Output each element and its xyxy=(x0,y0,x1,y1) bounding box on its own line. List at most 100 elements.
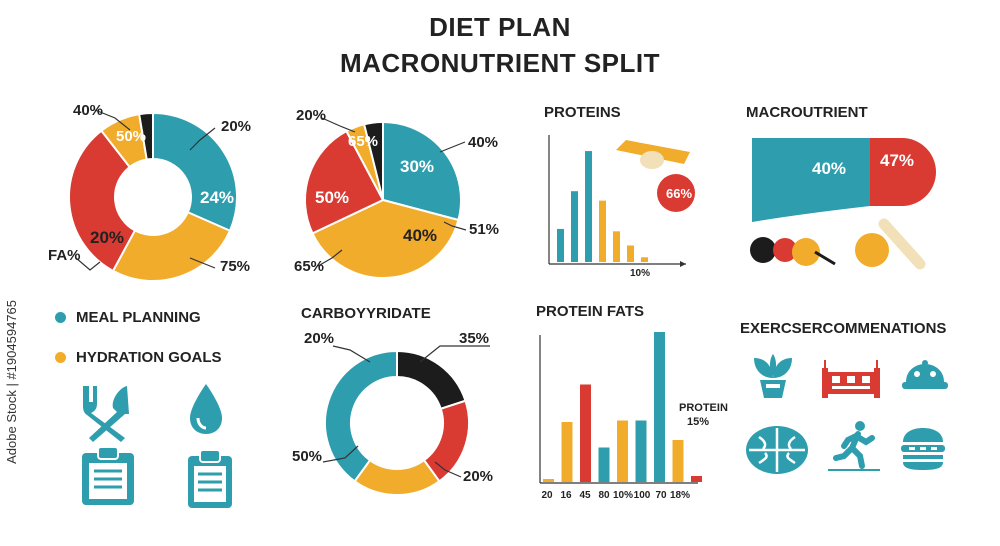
donut1-leader-20 xyxy=(189,127,216,151)
macro-title: MACROUTRIENT xyxy=(746,104,868,121)
chart5-callout-20a: 20% xyxy=(304,330,335,347)
pie2-leader-51 xyxy=(443,221,467,231)
chart2-label-50: 50% xyxy=(315,188,350,207)
donut1-slice-2 xyxy=(68,129,137,273)
chart2-callout-40: 40% xyxy=(468,134,499,151)
berry-icon xyxy=(750,237,776,263)
proteins-badge-label: 66% xyxy=(666,186,693,201)
fork-knife-icon xyxy=(83,386,129,442)
donut1-leader-40 xyxy=(94,109,131,131)
chart2-label-30: 30% xyxy=(400,157,435,176)
donut5-leader-50 xyxy=(322,445,359,463)
proteins-x-note: 10% xyxy=(630,268,651,279)
proteins-bar-6 xyxy=(641,257,648,262)
pie2-slice-1 xyxy=(311,198,460,279)
clipboard-icon xyxy=(188,449,232,508)
fats-tick-label: 10% xyxy=(613,490,633,501)
fats-tick-label: 70 xyxy=(655,490,667,501)
pie2-slice-0 xyxy=(382,120,462,222)
legend-label: HYDRATION GOALS xyxy=(76,349,222,366)
proteins-bar-4 xyxy=(613,231,620,262)
fats-tick-label: 20 xyxy=(541,490,553,501)
donut5-leader-20a xyxy=(332,345,371,363)
legend-dot-teal xyxy=(55,312,66,323)
donut5-slice-3 xyxy=(324,349,398,483)
donut5-leader-20b xyxy=(434,461,462,478)
macro-label-47: 47% xyxy=(880,151,915,170)
legend-meal-planning: MEAL PLANNING xyxy=(55,309,201,326)
chart1-callout-40: 40% xyxy=(73,102,104,119)
proteins-bar-2 xyxy=(585,151,592,262)
protein-annotation-value: 15% xyxy=(687,416,710,428)
chart2-label-65: 65% xyxy=(348,133,379,150)
chart1-label-24: 24% xyxy=(200,188,235,207)
chart1-callout-fa: FA% xyxy=(48,247,81,264)
chart2-callout-65: 65% xyxy=(294,258,325,275)
food-bowl-icon xyxy=(640,151,664,169)
chart5-callout-50: 50% xyxy=(292,448,323,465)
clipboard-icon xyxy=(82,446,134,505)
proteins-x-arrow xyxy=(680,261,686,267)
pie2-leader-65 xyxy=(317,249,343,267)
water-drop-icon xyxy=(190,384,222,434)
burger-icon xyxy=(901,428,945,470)
page-subtitle: MACRONUTRIENT SPLIT xyxy=(339,48,661,78)
watermark: Adobe Stock | #1904594765 xyxy=(4,300,19,464)
proteins-bar-0 xyxy=(557,228,564,262)
macro-label-40: 40% xyxy=(812,159,847,178)
proteins-bar-5 xyxy=(627,245,634,262)
chart2-label-40: 40% xyxy=(403,226,438,245)
pie2-slice-4 xyxy=(362,120,384,201)
proteins-title: PROTEINS xyxy=(544,104,621,121)
fats-bar-8 xyxy=(691,476,702,482)
basket-icon xyxy=(822,360,880,398)
chart1-label-20: 20% xyxy=(90,228,125,247)
fats-tick-label: 16 xyxy=(560,490,572,501)
lemon-icon xyxy=(855,233,889,267)
chart1-callout-20: 20% xyxy=(221,118,252,135)
protein-fats-title: PROTEIN FATS xyxy=(536,303,645,320)
protein-annotation-label: PROTEIN xyxy=(679,402,728,414)
fats-bar-6 xyxy=(654,332,665,482)
donut1-slice-0 xyxy=(152,111,238,233)
donut1-slice-1 xyxy=(111,210,232,282)
orange-icon xyxy=(792,238,820,266)
proteins-bar-1 xyxy=(571,191,578,262)
fats-bar-0 xyxy=(543,479,554,482)
proteins-bar-3 xyxy=(599,200,606,262)
macro-segment-0 xyxy=(752,138,870,222)
donut1-leader-fa xyxy=(75,257,101,271)
fish-icon xyxy=(902,360,948,389)
donut5-leader-35 xyxy=(419,345,490,363)
legend-dot-yellow xyxy=(55,352,66,363)
chart2-callout-51: 51% xyxy=(469,221,500,238)
carb-title: CARBOYYRIDATE xyxy=(301,305,431,322)
chart1-callout-75: 75% xyxy=(220,258,251,275)
donut1-leader-75 xyxy=(189,257,216,269)
chart5-callout-35: 35% xyxy=(459,330,490,347)
pie2-leader-40 xyxy=(439,141,466,153)
chart2-callout-20: 20% xyxy=(296,107,327,124)
fats-tick-label: 80 xyxy=(598,490,610,501)
fats-tick-label: 100 xyxy=(634,490,651,501)
legend-label: MEAL PLANNING xyxy=(76,309,201,326)
fats-bar-3 xyxy=(598,447,610,482)
fats-bar-5 xyxy=(635,420,647,482)
skewer-icon xyxy=(814,250,836,266)
pie2-slice-2 xyxy=(304,129,385,235)
fats-bar-1 xyxy=(561,422,573,482)
fats-tick-label: 18% xyxy=(670,490,690,501)
tomato-icon xyxy=(773,238,797,262)
page-title: DIET PLAN xyxy=(429,12,571,42)
runner-icon xyxy=(828,421,880,471)
fats-tick-label: 45 xyxy=(579,490,591,501)
donut1-slice-4 xyxy=(138,111,154,161)
fats-bar-2 xyxy=(580,384,591,482)
chart5-callout-20b: 20% xyxy=(463,468,494,485)
